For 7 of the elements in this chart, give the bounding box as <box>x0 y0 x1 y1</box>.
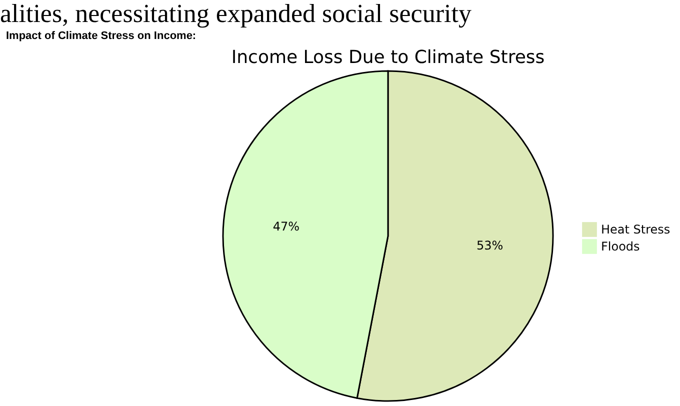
text: Impact of Climate Stress on Income: <box>6 30 196 42</box>
chart-title: Income Loss Due to Climate Stress <box>231 47 545 68</box>
legend-label: Floods <box>601 240 640 254</box>
legend-label: Heat Stress <box>601 222 670 236</box>
text: alities, necessitating expanded social security <box>0 0 472 28</box>
data-label: 47% <box>272 219 300 234</box>
data-label: 53% <box>476 238 504 253</box>
